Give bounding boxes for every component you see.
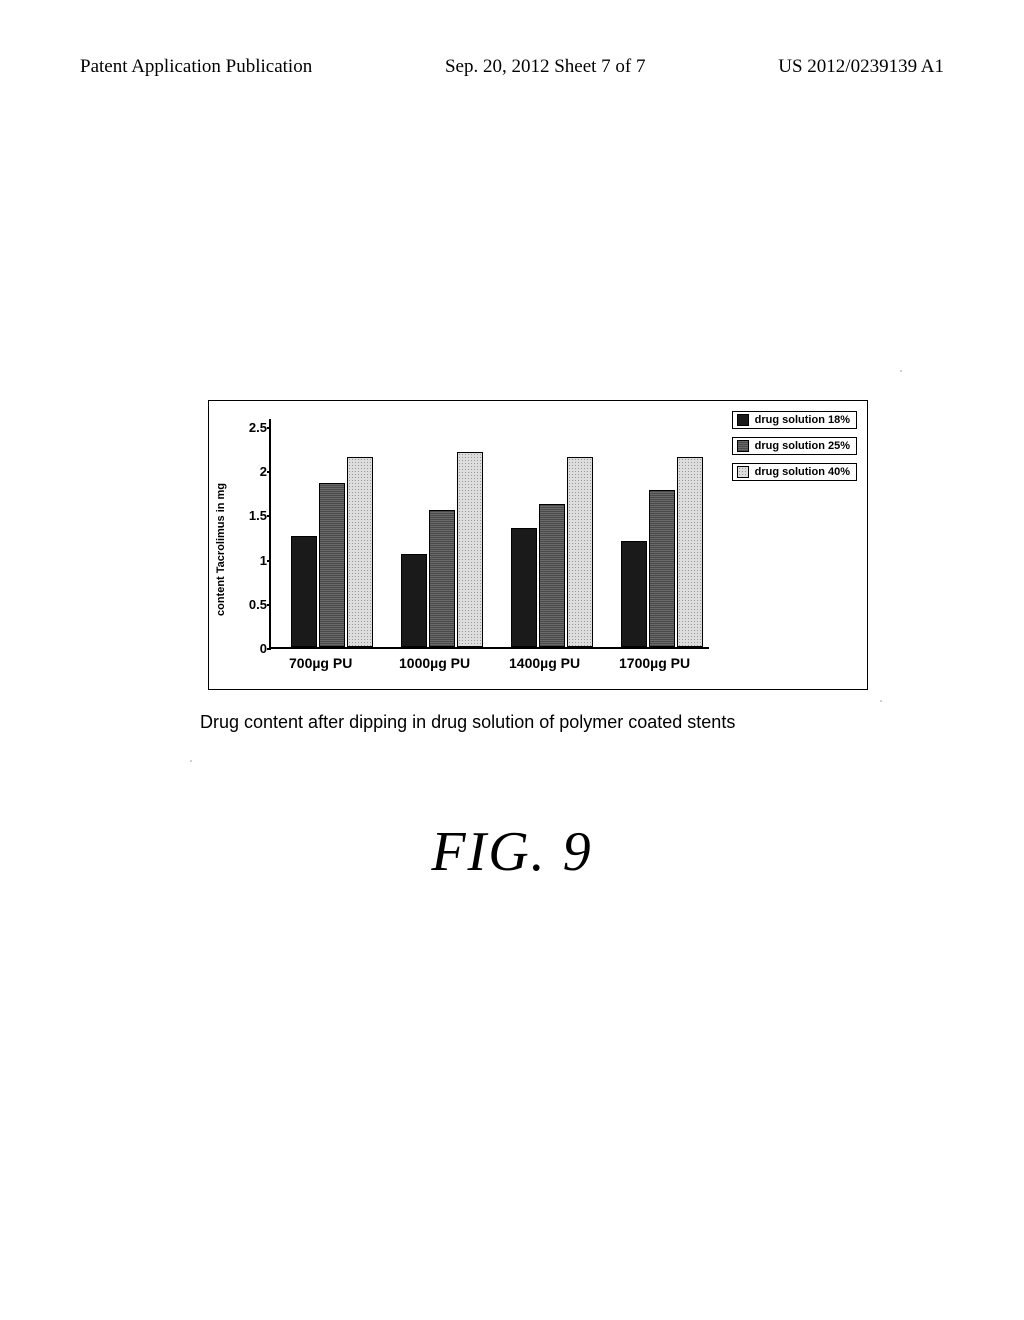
ytick-label: 2.5 xyxy=(241,420,267,435)
bar-s18-1 xyxy=(401,554,427,647)
ytick-mark xyxy=(267,515,271,517)
legend-row: drug solution 40% xyxy=(732,463,857,481)
legend-text: drug solution 40% xyxy=(755,466,850,478)
ytick-label: 2 xyxy=(241,464,267,479)
figure-area: content Tacrolimus in mg 00.511.522.5700… xyxy=(190,400,870,733)
ytick-mark xyxy=(267,560,271,562)
header-left: Patent Application Publication xyxy=(80,56,312,78)
figure-caption: Drug content after dipping in drug solut… xyxy=(200,712,870,733)
legend: drug solution 18% drug solution 25% drug s… xyxy=(732,411,857,489)
ytick-mark xyxy=(267,604,271,606)
bar-s18-0 xyxy=(291,536,317,647)
bar-s40-1 xyxy=(457,452,483,647)
xcat-label: 1000µg PU xyxy=(399,655,470,671)
legend-swatch xyxy=(737,466,749,478)
y-axis-label: content Tacrolimus in mg xyxy=(215,483,227,616)
legend-swatch xyxy=(737,440,749,452)
ytick-label: 1.5 xyxy=(241,508,267,523)
page-header: Patent Application Publication Sep. 20, … xyxy=(0,56,1024,78)
bar-s40-2 xyxy=(567,457,593,647)
ytick-label: 1 xyxy=(241,553,267,568)
bar-s40-3 xyxy=(677,457,703,647)
legend-row: drug solution 18% xyxy=(732,411,857,429)
ytick-mark xyxy=(267,648,271,650)
bar-s25-2 xyxy=(539,504,565,647)
legend-text: drug solution 25% xyxy=(755,440,850,452)
plot-area: 00.511.522.5700µg PU1000µg PU1400µg PU17… xyxy=(269,419,709,649)
xcat-label: 700µg PU xyxy=(289,655,352,671)
bar-s25-1 xyxy=(429,510,455,647)
header-right: US 2012/0239139 A1 xyxy=(778,56,944,78)
bar-s18-2 xyxy=(511,528,537,647)
legend-swatch xyxy=(737,414,749,426)
legend-row: drug solution 25% xyxy=(732,437,857,455)
ytick-label: 0.5 xyxy=(241,597,267,612)
xcat-label: 1700µg PU xyxy=(619,655,690,671)
ytick-mark xyxy=(267,471,271,473)
bar-s18-3 xyxy=(621,541,647,647)
xcat-label: 1400µg PU xyxy=(509,655,580,671)
legend-text: drug solution 18% xyxy=(755,414,850,426)
ytick-mark xyxy=(267,427,271,429)
bar-s40-0 xyxy=(347,457,373,647)
chart-box: content Tacrolimus in mg 00.511.522.5700… xyxy=(208,400,868,690)
bar-s25-0 xyxy=(319,483,345,647)
bar-s25-3 xyxy=(649,490,675,647)
ytick-label: 0 xyxy=(241,641,267,656)
header-center: Sep. 20, 2012 Sheet 7 of 7 xyxy=(445,56,646,78)
figure-label: FIG. 9 xyxy=(0,820,1024,884)
